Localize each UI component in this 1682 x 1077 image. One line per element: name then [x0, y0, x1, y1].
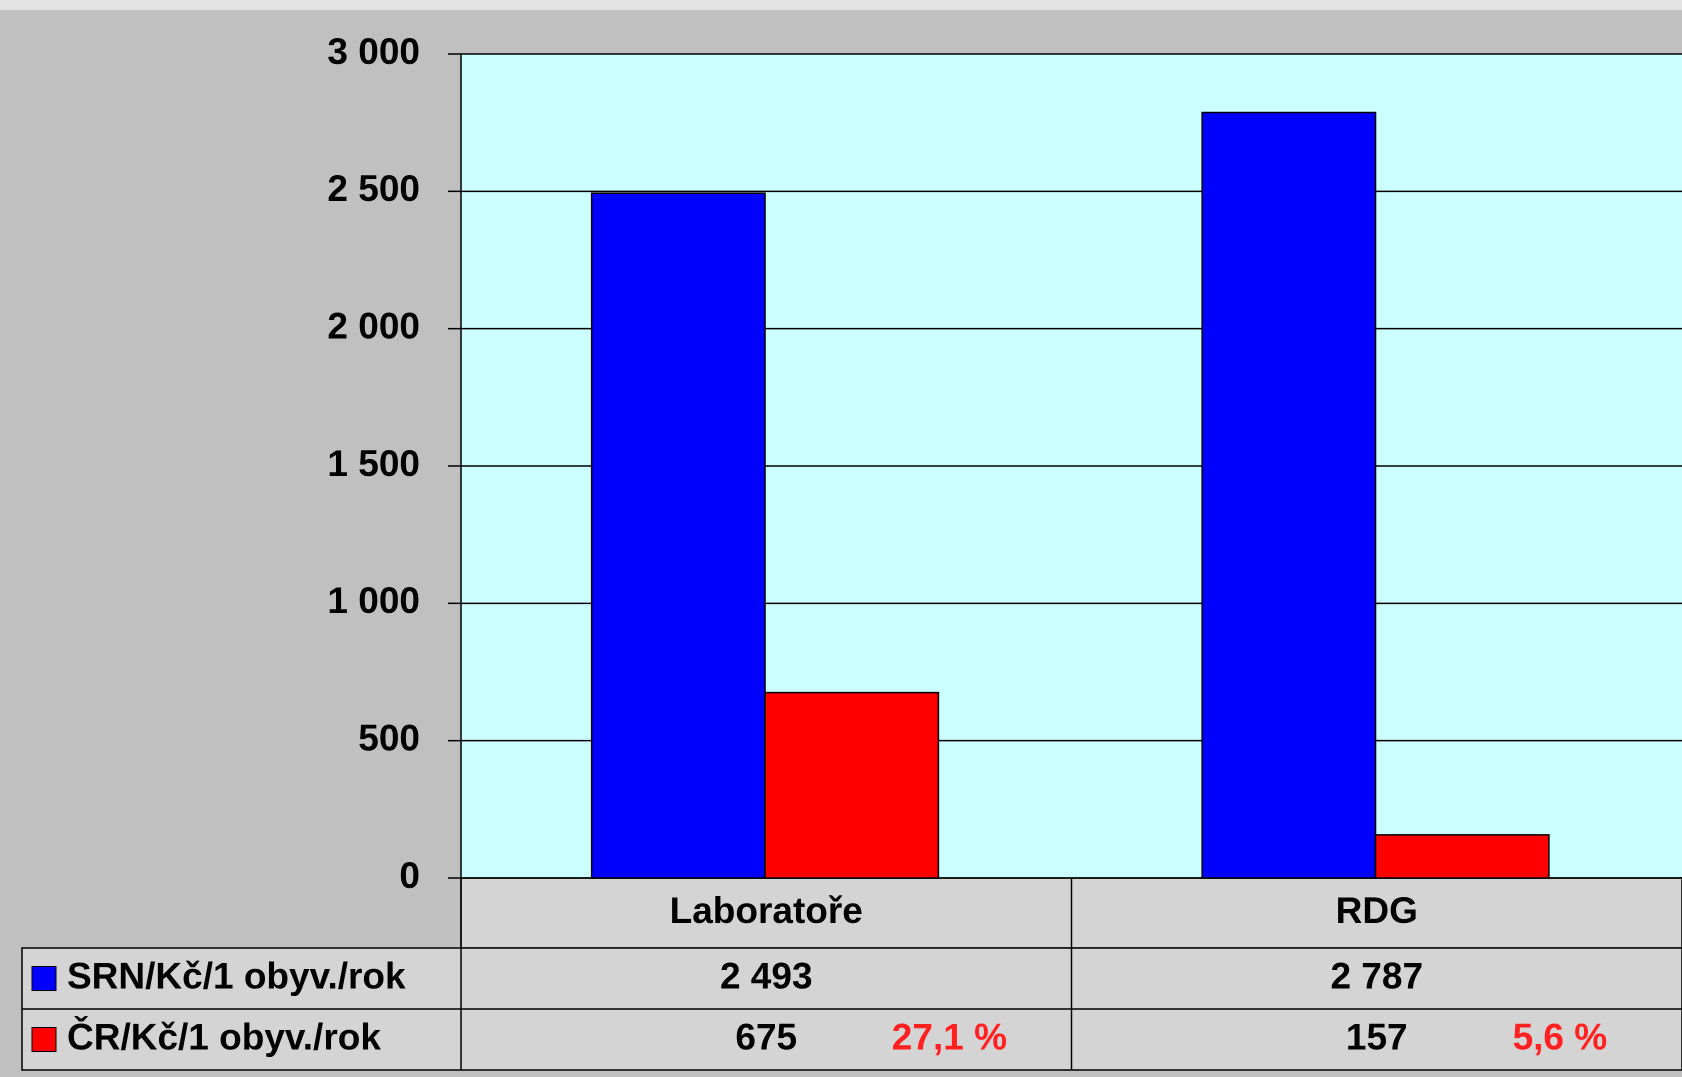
table-value: 2 493 — [720, 955, 813, 996]
y-tick-label: 2 000 — [327, 305, 420, 346]
legend-label: SRN/Kč/1 obyv./rok — [67, 955, 406, 996]
y-tick-label: 500 — [358, 717, 420, 758]
table-value: 2 787 — [1330, 955, 1423, 996]
top-strip — [0, 0, 1682, 10]
y-tick-label: 1 000 — [327, 580, 420, 621]
y-tick-label: 0 — [399, 855, 420, 896]
bar — [1201, 111, 1377, 879]
legend-key — [31, 1027, 57, 1052]
y-tick-label: 1 500 — [327, 443, 420, 484]
legend-label: ČR/Kč/1 obyv./rok — [67, 1015, 381, 1057]
table-annotation: 27,1 % — [892, 1016, 1007, 1057]
legend-key — [31, 966, 57, 991]
y-tick-label: 2 500 — [327, 168, 420, 209]
y-tick-label: 3 000 — [327, 31, 420, 72]
x-category-label: RDG — [1336, 890, 1418, 931]
bar — [764, 691, 940, 879]
table-value: 157 — [1346, 1016, 1408, 1057]
table-annotation: 5,6 % — [1513, 1016, 1608, 1057]
bar — [590, 192, 766, 879]
x-category-label: Laboratoře — [670, 890, 863, 931]
table-value: 675 — [735, 1016, 797, 1057]
bar — [1374, 834, 1550, 879]
